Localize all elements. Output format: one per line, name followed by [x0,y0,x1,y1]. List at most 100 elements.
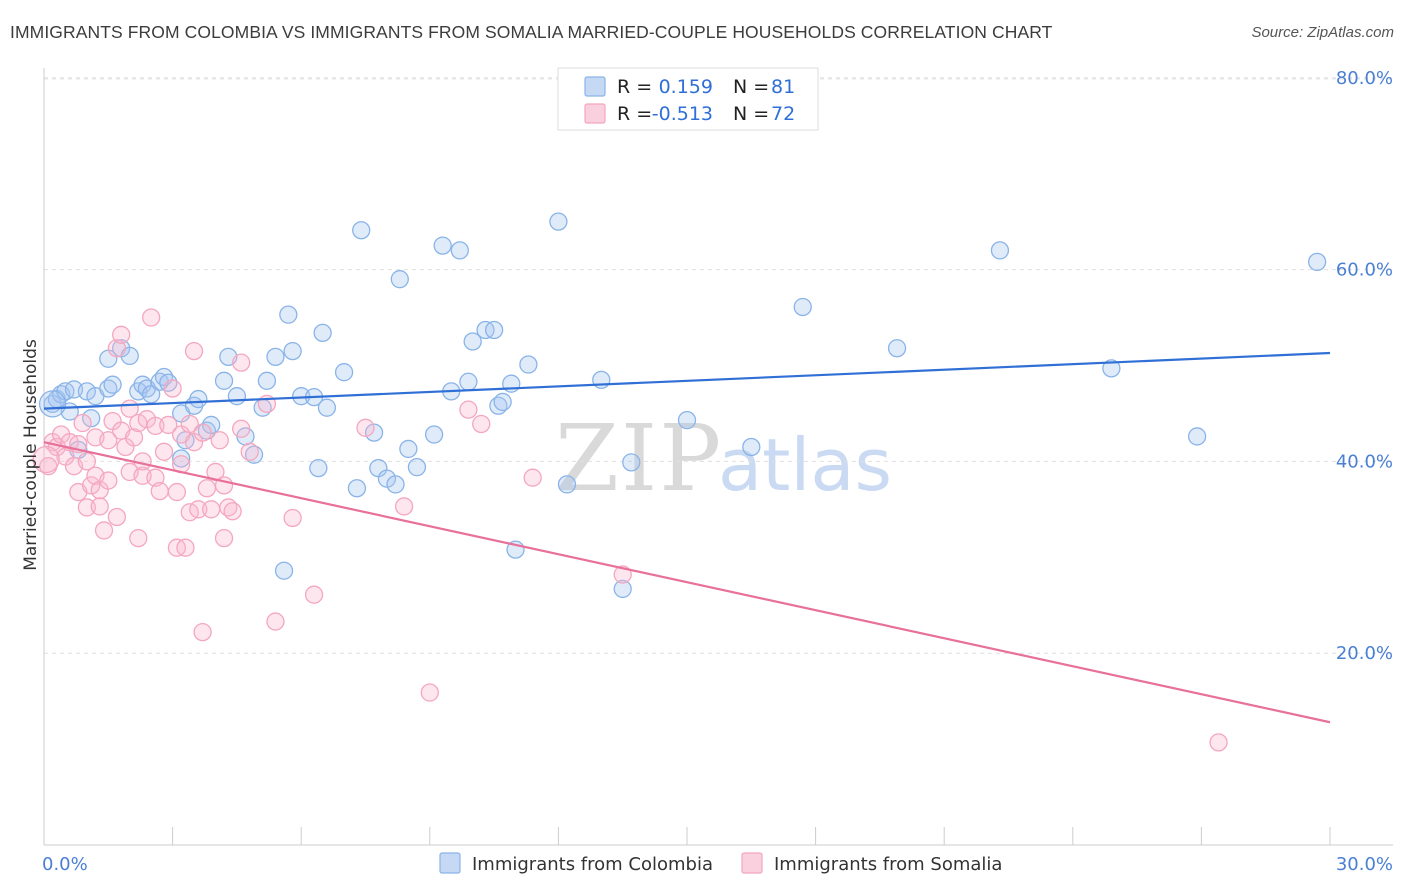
point-colombia [309,458,328,478]
point-colombia [463,332,482,351]
point-somalia [472,414,491,434]
point-somalia [214,528,234,548]
point-somalia [150,481,169,501]
point-somalia [77,498,97,517]
point-somalia [112,325,131,344]
point-somalia [189,500,208,519]
point-colombia [549,212,568,231]
legend-r-value-colombia: 0.159 [659,76,713,98]
legend-n-value-colombia: 81 [771,76,795,98]
point-somalia [107,507,127,527]
source-label: Source: ZipAtlas.com [1251,24,1394,41]
point-somalia [77,452,97,471]
point-colombia [484,320,504,340]
point-somalia [240,442,259,461]
point-colombia [742,437,761,457]
point-colombia [283,341,302,361]
point-somalia [163,379,182,398]
point-somalia [146,416,165,436]
trend-line-somalia [43,441,1331,724]
point-somalia [356,418,375,437]
point-somalia [197,479,217,498]
point-colombia [172,449,191,468]
trend-line-colombia [43,351,1331,410]
point-colombia [386,475,405,494]
point-somalia [210,431,229,450]
point-colombia [990,241,1010,260]
point-somalia [99,431,118,450]
point-somalia [193,622,212,642]
point-colombia [677,410,697,430]
legend-swatch-colombia [584,76,606,97]
point-somalia [193,423,212,442]
point-colombia [313,323,332,343]
trend-lines [43,351,1331,724]
point-colombia [622,453,641,472]
chart-title: IMMIGRANTS FROM COLOMBIA VS IMMIGRANTS F… [10,22,1053,42]
point-somalia [154,442,174,461]
point-somalia [523,468,542,487]
point-colombia [407,457,427,477]
point-colombia [450,241,469,260]
point-colombia [274,561,294,580]
point-colombia [364,423,384,442]
point-colombia [347,479,367,498]
point-colombia [424,425,444,444]
point-colombia [334,363,354,382]
point-colombia [1307,252,1327,272]
point-colombia [352,221,371,240]
point-colombia [103,375,122,394]
point-colombia [279,305,298,324]
legend-r-label-colombia: R = [617,76,652,98]
point-colombia [793,297,812,317]
point-somalia [232,419,251,438]
watermark-atlas: atlas [718,423,892,507]
legend-n-value-somalia: 72 [771,103,795,125]
point-colombia [493,392,512,412]
point-somalia [304,585,324,604]
point-colombia [77,382,97,401]
legend-n-label-somalia: N = [733,103,769,125]
point-somalia [124,428,144,447]
legend-bottom: Immigrants from Colombia Immigrants from… [439,852,1002,875]
point-somalia [232,353,251,372]
point-somalia [159,415,178,435]
point-somalia [142,308,161,327]
point-colombia [266,347,285,367]
x-tick-min: 0.0% [42,854,88,875]
point-somalia [613,565,632,584]
point-somalia [266,612,285,631]
point-colombia [317,398,337,417]
y-tick-label: 60.0% [1336,260,1393,281]
legend-swatch-somalia [584,103,606,124]
point-somalia [394,497,414,516]
point-somalia [459,400,478,419]
bottom-legend-swatch-colombia [439,852,461,874]
point-somalia [167,482,187,502]
legend-n-label-colombia: N = [733,76,769,98]
point-somalia [129,528,148,548]
legend-r-label-somalia: R = [617,103,652,125]
point-colombia [557,475,577,494]
bottom-legend-label-somalia: Immigrants from Somalia [774,854,1002,875]
point-colombia [189,389,208,409]
point-colombia [82,409,101,428]
point-somalia [146,468,165,487]
point-somalia [223,502,242,521]
legend-top: R = 0.159 N = 81 R = -0.513 N = 72 [557,67,819,131]
point-somalia [283,508,302,528]
point-colombia [214,371,234,390]
point-colombia [38,390,67,418]
point-somalia [90,497,109,516]
point-colombia [887,339,907,358]
y-axis-label: Married-couple Households [21,339,41,571]
point-somalia [32,445,60,474]
data-points [32,212,1327,752]
point-somalia [73,413,92,433]
point-somalia [94,521,114,540]
legend-r-value-somalia: -0.513 [652,103,713,125]
point-colombia [433,236,452,255]
watermark-zip: ZIP [555,405,723,512]
point-colombia [390,270,409,289]
